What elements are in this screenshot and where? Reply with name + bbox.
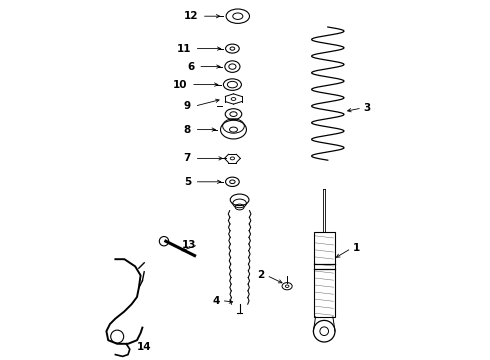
- Text: 9: 9: [184, 101, 191, 111]
- Text: 4: 4: [213, 296, 220, 306]
- Text: 14: 14: [137, 342, 151, 352]
- Text: 10: 10: [173, 80, 187, 90]
- Text: 11: 11: [176, 44, 191, 54]
- Text: 13: 13: [182, 240, 196, 250]
- Text: 2: 2: [258, 270, 265, 280]
- Text: 5: 5: [184, 177, 191, 187]
- Text: 3: 3: [364, 103, 371, 113]
- Text: 7: 7: [184, 153, 191, 163]
- Text: 8: 8: [184, 125, 191, 135]
- Text: 6: 6: [187, 62, 195, 72]
- Text: 12: 12: [184, 11, 198, 21]
- Text: 1: 1: [353, 243, 360, 253]
